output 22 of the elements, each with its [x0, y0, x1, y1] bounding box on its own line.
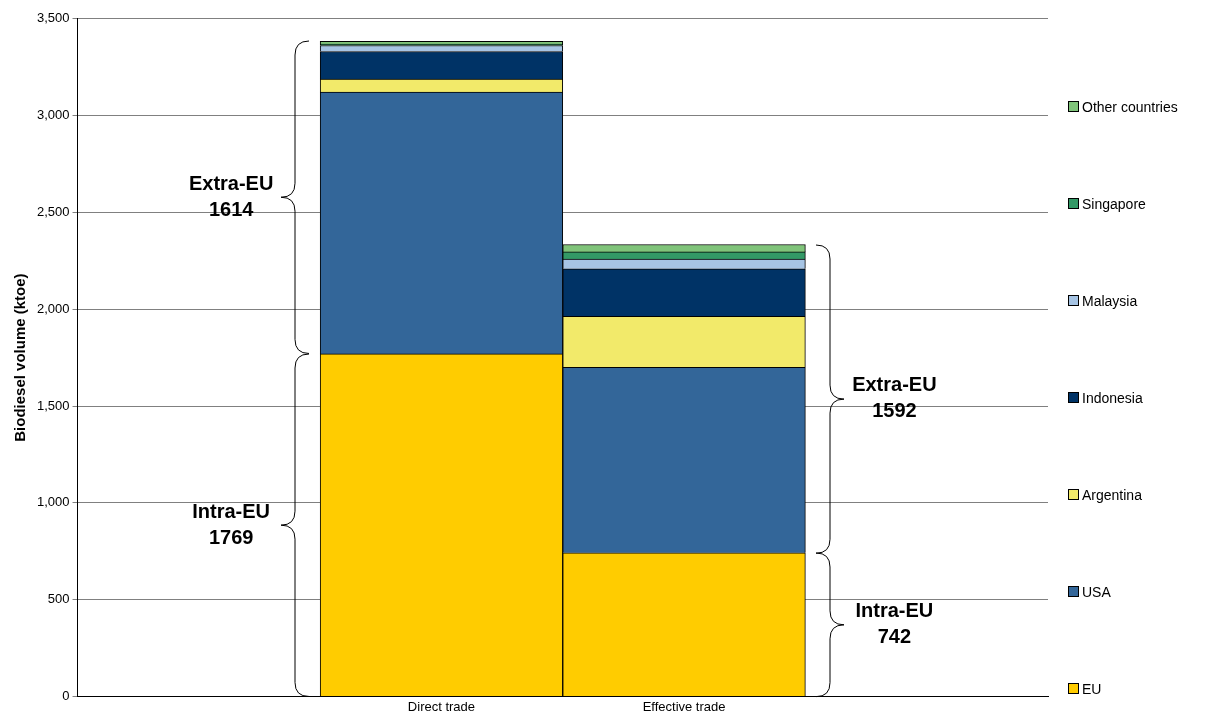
- legend-label: Singapore: [1082, 195, 1146, 212]
- y-axis-title: Biodiesel volume (ktoe): [11, 273, 29, 442]
- annotation: Intra-EU 1769: [192, 499, 271, 548]
- legend-label: Other countries: [1082, 98, 1178, 115]
- annotation: Extra-EU 1614: [188, 172, 274, 221]
- annotation: Intra-EU 742: [855, 599, 934, 648]
- y-tick-label: 3,000: [36, 107, 70, 123]
- y-tick-label: 1,000: [36, 494, 70, 510]
- x-tick-label: Effective trade: [642, 698, 726, 714]
- annotation: Extra-EU 1592: [852, 373, 937, 422]
- legend-label: Indonesia: [1082, 389, 1143, 406]
- y-tick-label: 2,500: [36, 203, 70, 219]
- legend-label: USA: [1082, 583, 1111, 600]
- y-tick-label: 0: [62, 687, 70, 703]
- y-tick-label: 1,500: [36, 397, 70, 413]
- legend-label: EU: [1082, 680, 1102, 697]
- y-tick-label: 500: [47, 591, 70, 607]
- legend-label: Malaysia: [1082, 292, 1138, 309]
- legend-label: Argentina: [1082, 486, 1142, 503]
- y-tick-label: 2,000: [36, 300, 70, 316]
- y-tick-label: 3,500: [36, 10, 70, 26]
- x-tick-label: Direct trade: [407, 698, 476, 714]
